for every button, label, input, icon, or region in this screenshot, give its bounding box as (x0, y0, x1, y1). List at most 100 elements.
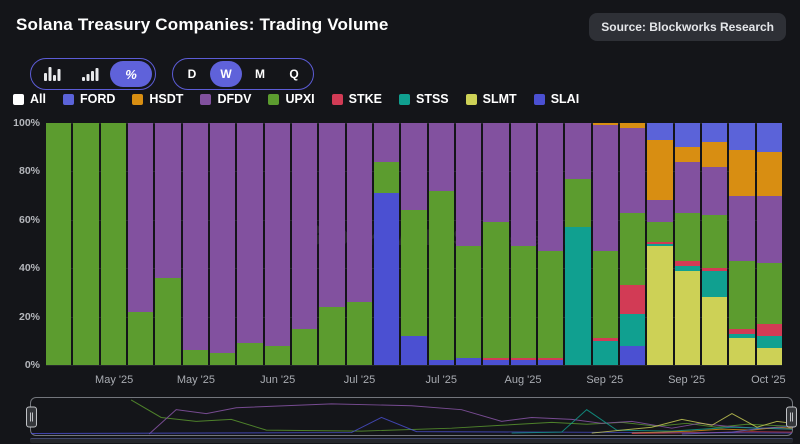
bar-column-6[interactable] (182, 123, 208, 365)
horizontal-scrollbar[interactable] (30, 438, 793, 443)
bar-column-24[interactable] (674, 123, 700, 365)
segment-dfdv (455, 123, 482, 247)
segment-upxi (647, 222, 673, 242)
legend-item-dfdv[interactable]: DFDV (200, 92, 251, 106)
bar-column-22[interactable] (619, 123, 646, 365)
legend-item-stke[interactable]: STKE (331, 92, 382, 106)
segment-stss (674, 265, 700, 271)
range-button-m[interactable]: M (244, 61, 276, 87)
bar-column-23[interactable] (647, 123, 673, 365)
bar-column-21[interactable] (592, 123, 618, 365)
legend-swatch (268, 93, 280, 105)
bar-column-16[interactable] (455, 123, 482, 365)
segment-hsdt (647, 139, 673, 201)
stacked-bar-chart-icon[interactable] (72, 61, 108, 87)
legend-item-hsdt[interactable]: HSDT (132, 92, 183, 106)
segment-dfdv (346, 123, 372, 303)
x-tick-label: Sep '25 (586, 374, 624, 386)
segment-dfdv (537, 123, 564, 252)
bar-column-27[interactable] (756, 123, 782, 365)
bar-column-8[interactable] (237, 123, 263, 365)
segment-dfdv (510, 123, 536, 247)
chart-type-group: % (30, 58, 156, 90)
bar-column-5[interactable] (155, 123, 181, 365)
range-button-q[interactable]: Q (278, 61, 310, 87)
bar-column-3[interactable] (100, 123, 126, 365)
bar-column-18[interactable] (510, 123, 536, 365)
bar-column-13[interactable] (373, 123, 400, 365)
segment-ford (756, 123, 782, 153)
legend-label: SLMT (482, 92, 517, 106)
x-tick-label: Oct '25 (751, 374, 786, 386)
segment-stke (674, 260, 700, 266)
bar-column-11[interactable] (319, 123, 345, 365)
legend-item-all[interactable]: All (13, 92, 46, 106)
x-axis-labels: May '25 May '25 Jun '25 Jul '25 Jul '25 Aug '… (46, 374, 786, 390)
segment-upxi (756, 263, 782, 324)
segment-upxi (373, 161, 400, 194)
segment-hsdt (619, 123, 646, 128)
range-button-d[interactable]: D (176, 61, 208, 87)
x-tick-label: Jul '25 (343, 374, 376, 386)
segment-slai (537, 360, 564, 365)
range-button-w[interactable]: W (210, 61, 242, 87)
segment-dfdv (291, 123, 318, 329)
segment-hsdt (756, 152, 782, 196)
chart-navigator[interactable] (26, 397, 797, 436)
segment-ford (647, 123, 673, 140)
bar-chart-icon[interactable] (34, 61, 70, 87)
legend-swatch (533, 93, 545, 105)
segment-slmt (729, 338, 755, 365)
segment-dfdv (647, 200, 673, 223)
legend-item-upxi[interactable]: UPXI (268, 92, 315, 106)
bar-column-25[interactable] (701, 123, 728, 365)
bar-column-2[interactable] (73, 123, 99, 365)
segment-hsdt (592, 123, 618, 126)
segment-slmt (674, 270, 700, 365)
segment-upxi (674, 212, 700, 261)
percent-toggle-button[interactable]: % (110, 61, 152, 87)
navigator-preview (31, 399, 792, 435)
segment-upxi (510, 246, 536, 358)
segment-upxi (127, 311, 154, 365)
segment-dfdv (237, 123, 263, 344)
legend-label: STSS (416, 92, 449, 106)
segment-stss (592, 340, 618, 365)
bar-column-20[interactable] (565, 123, 591, 365)
segment-stke (592, 338, 618, 341)
segment-slai (455, 357, 482, 365)
legend-item-slai[interactable]: SLAI (533, 92, 579, 106)
bar-column-4[interactable] (127, 123, 154, 365)
bar-column-14[interactable] (401, 123, 427, 365)
source-badge: Source: Blockworks Research (589, 13, 786, 41)
bar-column-12[interactable] (346, 123, 372, 365)
segment-dfdv (264, 123, 290, 346)
bar-column-15[interactable] (428, 123, 454, 365)
x-tick-label: Jul '25 (425, 374, 457, 386)
navigator-left-handle[interactable] (26, 406, 37, 427)
segment-upxi (483, 222, 509, 358)
segment-slai (619, 345, 646, 365)
legend-item-slmt[interactable]: SLMT (465, 92, 517, 106)
navigator-right-handle[interactable] (786, 406, 797, 427)
bar-column-17[interactable] (483, 123, 509, 365)
legend-item-stss[interactable]: STSS (399, 92, 449, 106)
y-tick-label: 0% (24, 359, 40, 371)
bar-column-10[interactable] (291, 123, 318, 365)
y-axis-labels: 100% 80% 60% 40% 20% 0% (0, 117, 42, 371)
segment-upxi (73, 123, 99, 365)
plot-area: Blockworks Research (46, 123, 782, 366)
legend-item-ford[interactable]: FORD (62, 92, 115, 106)
bar-column-19[interactable] (537, 123, 564, 365)
segment-hsdt (674, 147, 700, 162)
segment-hsdt (729, 149, 755, 196)
segment-stss (565, 227, 591, 365)
bar-column-9[interactable] (264, 123, 290, 365)
legend-label: DFDV (217, 92, 252, 106)
bar-column-26[interactable] (729, 123, 755, 365)
bar-column-7[interactable] (209, 123, 236, 365)
bar-column-1[interactable] (46, 123, 72, 365)
segment-upxi (182, 350, 208, 365)
